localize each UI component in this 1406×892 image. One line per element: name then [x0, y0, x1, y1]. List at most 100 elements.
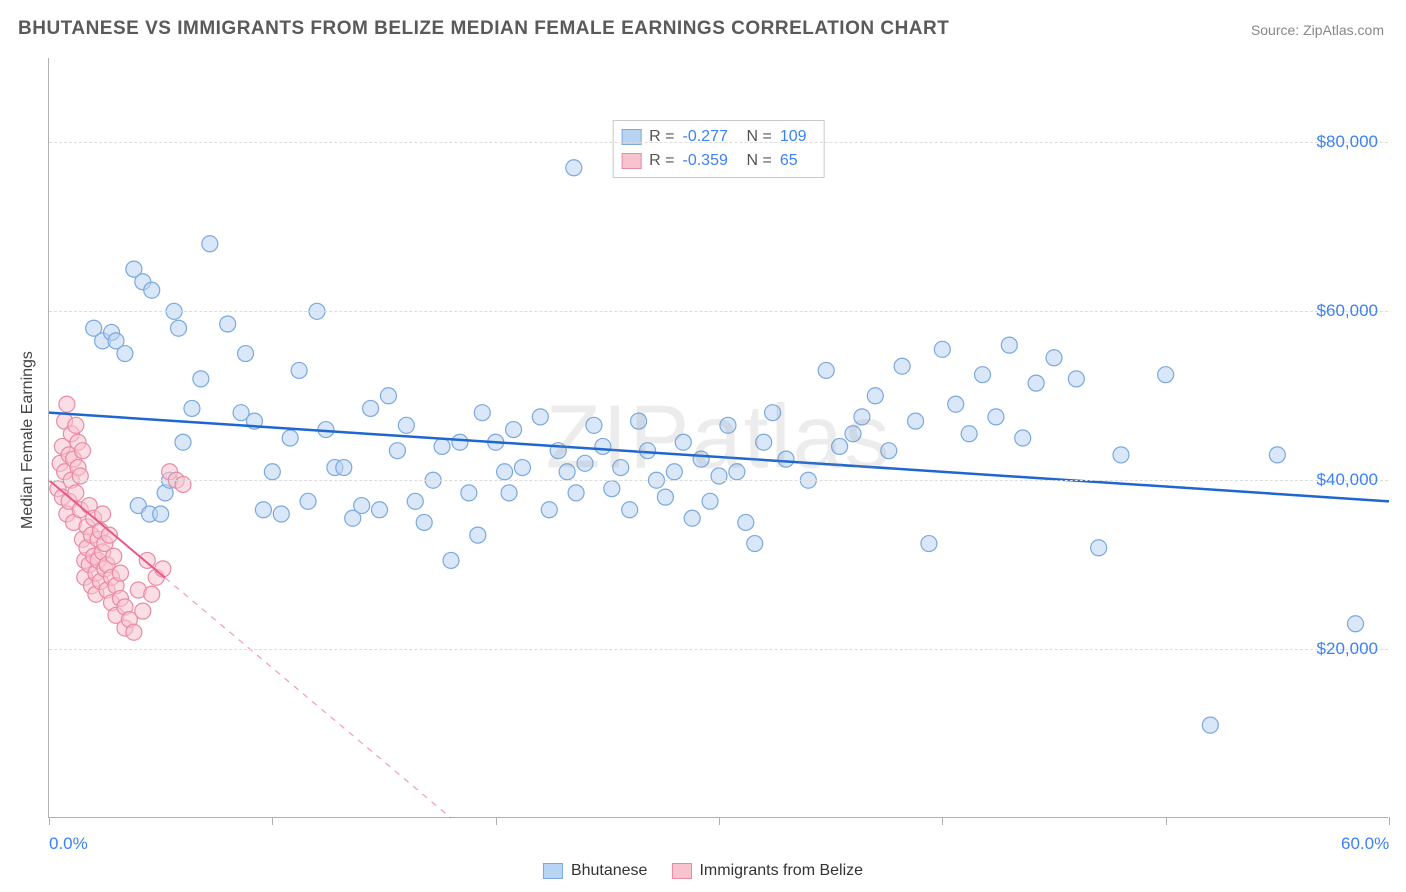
- data-point: [434, 438, 450, 454]
- data-point: [908, 413, 924, 429]
- data-point: [778, 451, 794, 467]
- chart-title: BHUTANESE VS IMMIGRANTS FROM BELIZE MEDI…: [18, 18, 949, 40]
- data-point: [106, 548, 122, 564]
- data-point: [202, 236, 218, 252]
- data-point: [595, 438, 611, 454]
- y-axis-title: Median Female Earnings: [19, 351, 37, 529]
- data-point: [894, 358, 910, 374]
- y-tick-label: $80,000: [1317, 132, 1378, 152]
- data-point: [135, 603, 151, 619]
- data-point: [443, 552, 459, 568]
- data-point: [514, 460, 530, 476]
- data-point: [171, 320, 187, 336]
- data-point: [380, 388, 396, 404]
- data-point: [300, 493, 316, 509]
- data-point: [1001, 337, 1017, 353]
- data-point: [568, 485, 584, 501]
- gridline-h: [49, 311, 1388, 312]
- data-point: [175, 434, 191, 450]
- data-point: [720, 417, 736, 433]
- data-point: [407, 493, 423, 509]
- data-point: [273, 506, 289, 522]
- data-point: [541, 502, 557, 518]
- data-point: [566, 160, 582, 176]
- r-value-2: -0.359: [683, 149, 739, 173]
- data-point: [363, 400, 379, 416]
- data-point: [975, 367, 991, 383]
- data-point: [1028, 375, 1044, 391]
- data-point: [75, 443, 91, 459]
- legend-swatch-2: [621, 153, 641, 169]
- data-point: [845, 426, 861, 442]
- data-point: [1113, 447, 1129, 463]
- x-tick: [1166, 817, 1167, 825]
- n-label: N =: [747, 125, 772, 149]
- data-point: [559, 464, 575, 480]
- data-point: [1068, 371, 1084, 387]
- data-point: [1269, 447, 1285, 463]
- data-point: [738, 514, 754, 530]
- legend-item-1: Bhutanese: [543, 862, 648, 880]
- data-point: [416, 514, 432, 530]
- legend-swatch-bhutanese: [543, 863, 563, 879]
- data-point: [948, 396, 964, 412]
- data-point: [68, 417, 84, 433]
- data-point: [881, 443, 897, 459]
- y-tick-label: $40,000: [1317, 470, 1378, 490]
- data-point: [117, 346, 133, 362]
- data-point: [765, 405, 781, 421]
- legend-swatch-belize: [671, 863, 691, 879]
- data-point: [264, 464, 280, 480]
- data-point: [255, 502, 271, 518]
- data-point: [756, 434, 772, 450]
- data-point: [631, 413, 647, 429]
- data-point: [372, 502, 388, 518]
- data-point: [126, 624, 142, 640]
- data-point: [961, 426, 977, 442]
- data-point: [452, 434, 468, 450]
- correlation-legend: R = -0.277 N = 109 R = -0.359 N = 65: [612, 120, 825, 178]
- legend-label-2: Immigrants from Belize: [699, 862, 863, 880]
- data-point: [854, 409, 870, 425]
- data-point: [1202, 717, 1218, 733]
- n-label-2: N =: [747, 149, 772, 173]
- data-point: [1015, 430, 1031, 446]
- data-point: [1158, 367, 1174, 383]
- data-point: [747, 536, 763, 552]
- x-tick: [1389, 817, 1390, 825]
- data-point: [711, 468, 727, 484]
- data-point: [577, 455, 593, 471]
- plot-area: ZIPatlas R = -0.277 N = 109 R = -0.359 N…: [48, 58, 1388, 818]
- y-tick-label: $20,000: [1317, 639, 1378, 659]
- r-label: R =: [649, 125, 674, 149]
- legend-label-1: Bhutanese: [571, 862, 648, 880]
- data-point: [282, 430, 298, 446]
- x-tick: [942, 817, 943, 825]
- x-tick-label: 0.0%: [49, 834, 88, 854]
- n-value-2: 65: [780, 149, 812, 173]
- data-point: [532, 409, 548, 425]
- n-value-1: 109: [780, 125, 812, 149]
- legend-row-series-1: R = -0.277 N = 109: [621, 125, 812, 149]
- data-point: [497, 464, 513, 480]
- x-tick-label: 60.0%: [1341, 834, 1389, 854]
- data-point: [59, 396, 75, 412]
- gridline-h: [49, 480, 1388, 481]
- chart-container: BHUTANESE VS IMMIGRANTS FROM BELIZE MEDI…: [0, 0, 1406, 892]
- data-point: [389, 443, 405, 459]
- data-point: [622, 502, 638, 518]
- data-point: [1348, 616, 1364, 632]
- r-label-2: R =: [649, 149, 674, 173]
- data-point: [144, 586, 160, 602]
- data-point: [153, 506, 169, 522]
- data-point: [613, 460, 629, 476]
- data-point: [139, 552, 155, 568]
- data-point: [184, 400, 200, 416]
- data-point: [144, 282, 160, 298]
- data-point: [934, 341, 950, 357]
- gridline-h: [49, 142, 1388, 143]
- data-point: [921, 536, 937, 552]
- data-point: [336, 460, 352, 476]
- data-point: [506, 422, 522, 438]
- data-point: [675, 434, 691, 450]
